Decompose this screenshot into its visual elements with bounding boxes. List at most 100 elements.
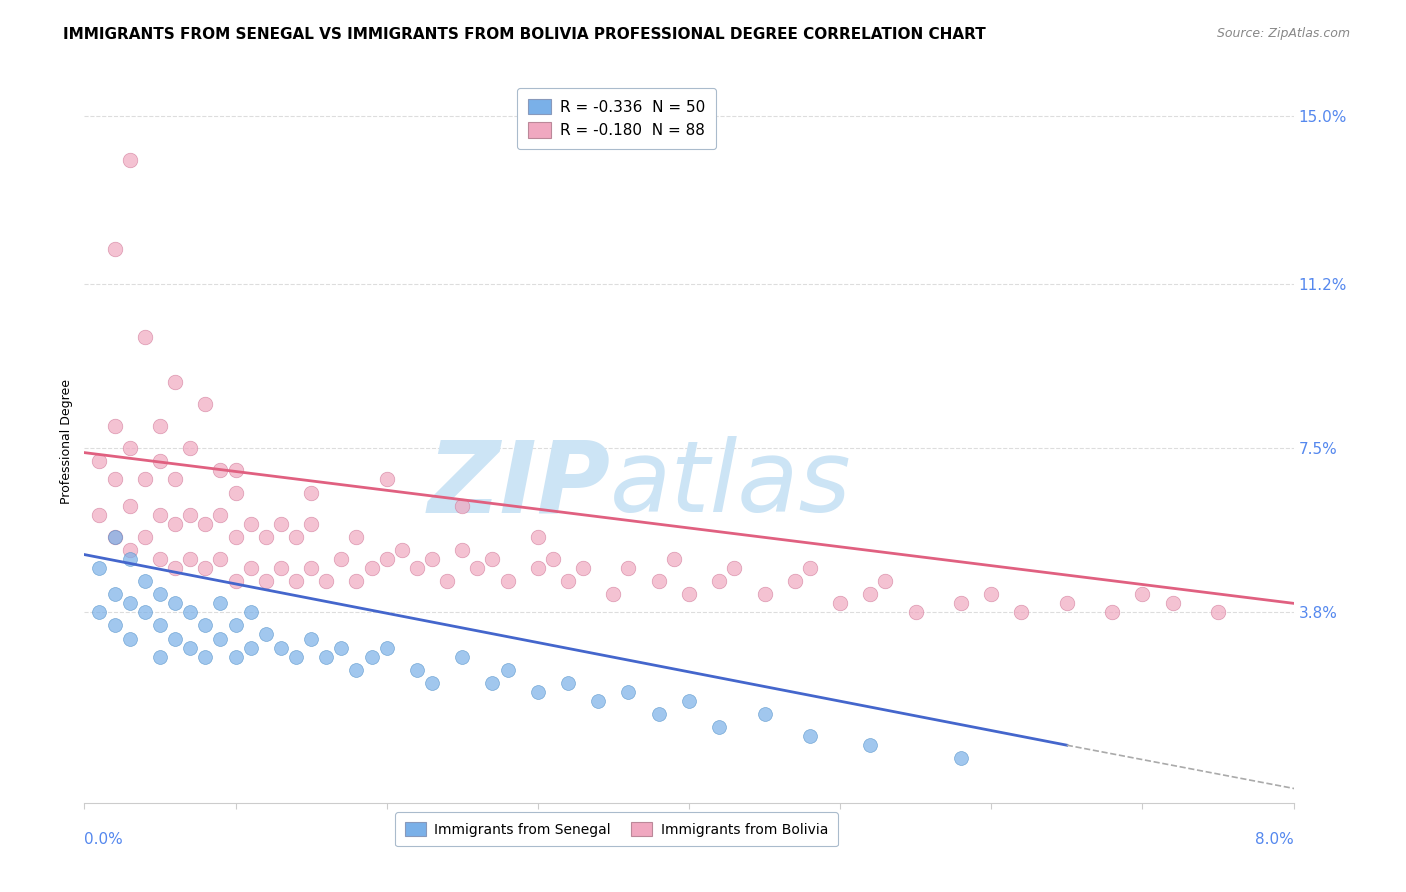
Point bbox=[467, 561, 489, 575]
Point bbox=[588, 694, 610, 708]
Point bbox=[89, 561, 111, 575]
Point bbox=[1206, 605, 1229, 619]
Point bbox=[104, 587, 127, 601]
Point bbox=[950, 596, 973, 610]
Point bbox=[1161, 596, 1184, 610]
Point bbox=[709, 721, 731, 735]
Point bbox=[904, 605, 927, 619]
Text: 0.0%: 0.0% bbox=[84, 831, 124, 847]
Point bbox=[617, 685, 640, 699]
Point bbox=[239, 640, 262, 655]
Point bbox=[420, 552, 443, 566]
Point bbox=[134, 605, 156, 619]
Point bbox=[980, 587, 1002, 601]
Point bbox=[179, 441, 201, 455]
Point bbox=[346, 574, 368, 589]
Point bbox=[209, 552, 232, 566]
Point bbox=[239, 516, 262, 531]
Point bbox=[678, 694, 700, 708]
Point bbox=[118, 153, 141, 167]
Point bbox=[285, 574, 308, 589]
Point bbox=[134, 330, 156, 344]
Point bbox=[375, 552, 398, 566]
Point bbox=[436, 574, 458, 589]
Point bbox=[118, 552, 141, 566]
Point bbox=[527, 561, 550, 575]
Point bbox=[799, 561, 821, 575]
Point bbox=[225, 618, 247, 632]
Point bbox=[194, 618, 217, 632]
Point bbox=[557, 574, 579, 589]
Point bbox=[330, 552, 353, 566]
Point bbox=[134, 472, 156, 486]
Point bbox=[104, 242, 127, 256]
Point bbox=[104, 419, 127, 434]
Point bbox=[1011, 605, 1033, 619]
Point bbox=[165, 516, 187, 531]
Point bbox=[89, 605, 111, 619]
Point bbox=[118, 543, 141, 558]
Point bbox=[254, 574, 277, 589]
Point bbox=[527, 685, 550, 699]
Point bbox=[799, 729, 821, 743]
Point bbox=[859, 587, 882, 601]
Point bbox=[527, 530, 550, 544]
Point bbox=[481, 676, 503, 690]
Text: ZIP: ZIP bbox=[427, 436, 610, 533]
Point bbox=[179, 605, 201, 619]
Point bbox=[451, 499, 474, 513]
Point bbox=[662, 552, 685, 566]
Point bbox=[194, 649, 217, 664]
Point bbox=[209, 596, 232, 610]
Point bbox=[165, 561, 187, 575]
Point bbox=[239, 561, 262, 575]
Y-axis label: Professional Degree: Professional Degree bbox=[60, 379, 73, 504]
Point bbox=[1056, 596, 1078, 610]
Point bbox=[209, 632, 232, 646]
Point bbox=[134, 530, 156, 544]
Point bbox=[557, 676, 579, 690]
Point bbox=[104, 618, 127, 632]
Point bbox=[875, 574, 897, 589]
Point bbox=[118, 596, 141, 610]
Point bbox=[225, 463, 247, 477]
Point bbox=[602, 587, 624, 601]
Point bbox=[617, 561, 640, 575]
Point bbox=[149, 552, 172, 566]
Point bbox=[541, 552, 564, 566]
Point bbox=[270, 516, 292, 531]
Point bbox=[179, 508, 201, 522]
Point bbox=[299, 632, 322, 646]
Point bbox=[451, 543, 474, 558]
Point bbox=[179, 640, 201, 655]
Point bbox=[315, 649, 337, 664]
Point bbox=[299, 516, 322, 531]
Point bbox=[709, 574, 731, 589]
Point bbox=[375, 472, 398, 486]
Point bbox=[496, 663, 519, 677]
Point bbox=[118, 441, 141, 455]
Point bbox=[209, 463, 232, 477]
Point bbox=[165, 375, 187, 389]
Point bbox=[225, 574, 247, 589]
Point bbox=[194, 561, 217, 575]
Point bbox=[165, 472, 187, 486]
Point bbox=[225, 649, 247, 664]
Point bbox=[239, 605, 262, 619]
Point bbox=[285, 530, 308, 544]
Point bbox=[648, 707, 671, 722]
Point bbox=[134, 574, 156, 589]
Point bbox=[194, 516, 217, 531]
Point bbox=[104, 472, 127, 486]
Point bbox=[723, 561, 745, 575]
Point bbox=[149, 618, 172, 632]
Point bbox=[118, 632, 141, 646]
Point bbox=[375, 640, 398, 655]
Point bbox=[451, 649, 474, 664]
Point bbox=[89, 508, 111, 522]
Point bbox=[299, 485, 322, 500]
Point bbox=[754, 587, 776, 601]
Point bbox=[420, 676, 443, 690]
Point bbox=[270, 640, 292, 655]
Point bbox=[118, 499, 141, 513]
